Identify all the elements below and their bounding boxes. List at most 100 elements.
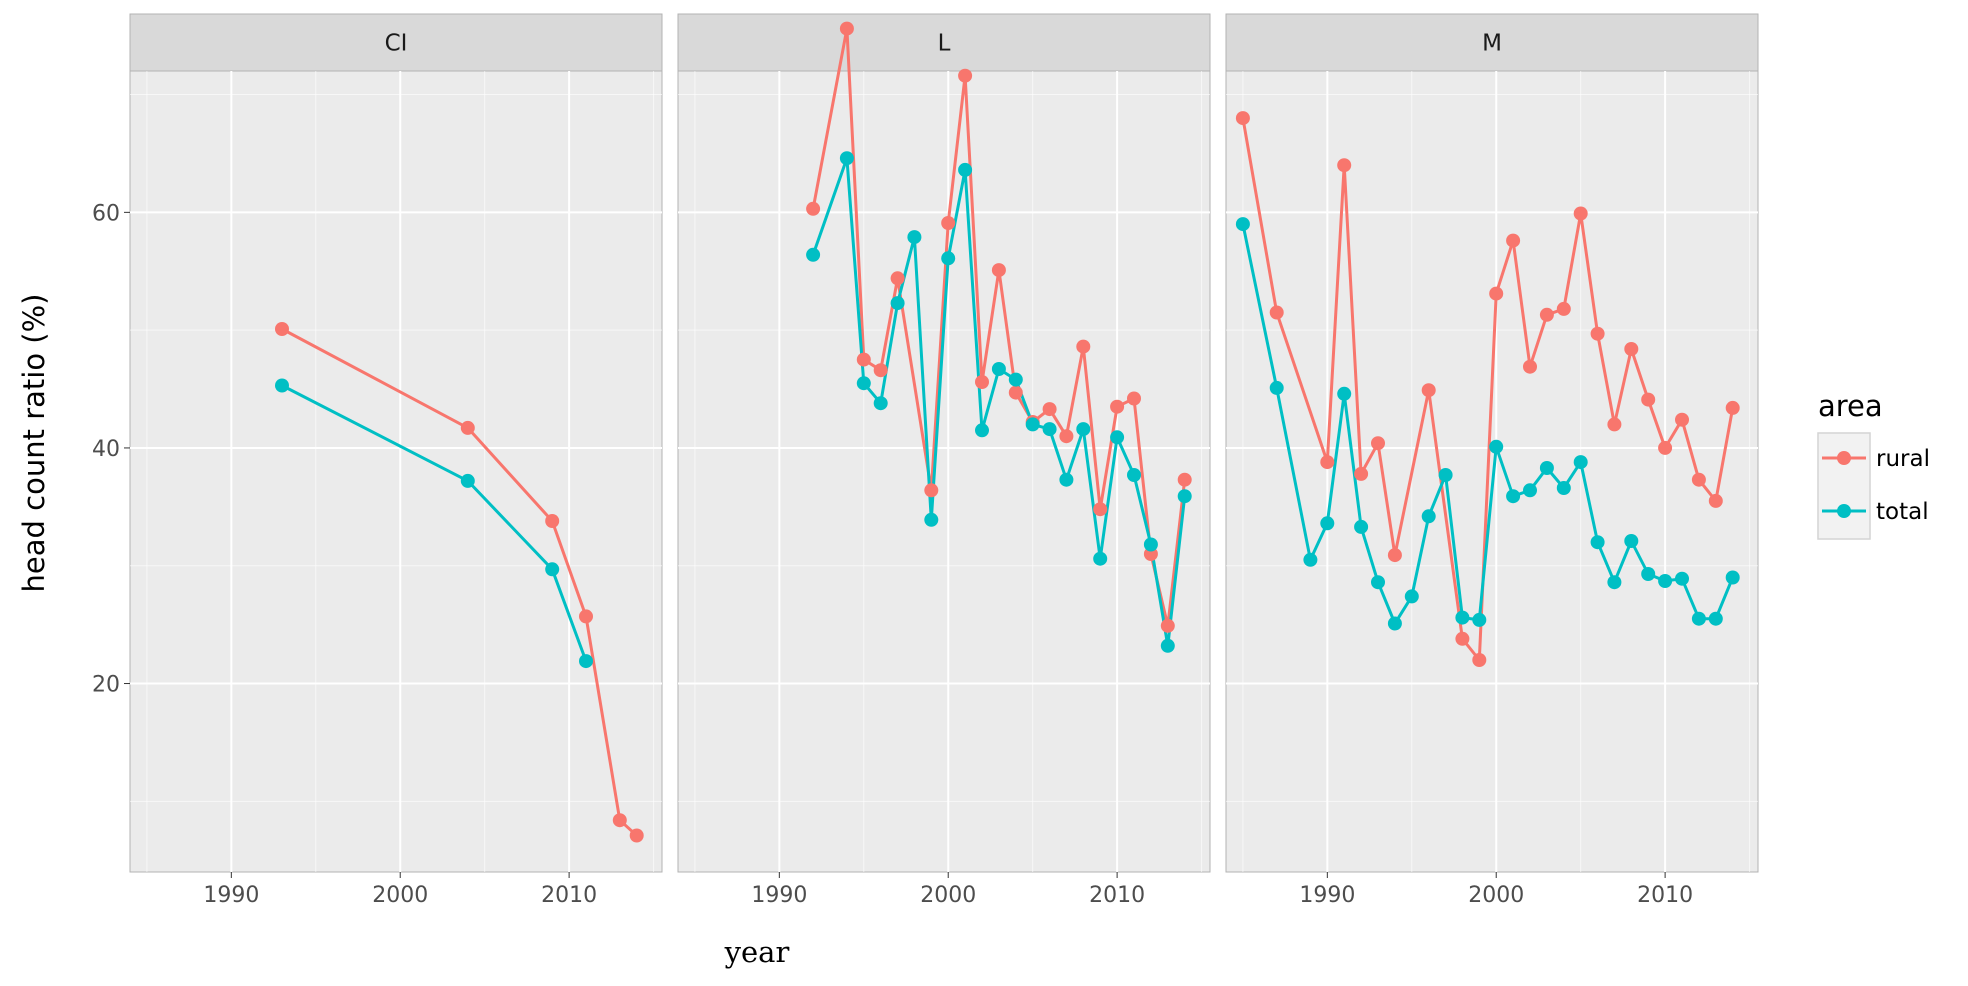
data-point-m-total — [1641, 567, 1656, 581]
data-point-l-total — [924, 512, 939, 527]
series-line-l-total — [811, 156, 1187, 648]
data-point-m-total — [1590, 535, 1605, 550]
x-tick-label-ci: 2000 — [372, 883, 428, 908]
data-point-ci-total — [275, 378, 289, 393]
data-point-l-total — [1143, 537, 1158, 552]
data-point-m-rural — [1590, 326, 1605, 341]
data-point-l-rural — [1127, 391, 1141, 406]
y-tick-label: 40 — [92, 437, 120, 462]
data-point-l-rural — [856, 352, 871, 367]
x-tick-label-m: 1990 — [1299, 883, 1355, 908]
strip-label-l: L — [938, 31, 951, 57]
data-point-m-total — [1438, 468, 1453, 482]
x-tick-label-l: 1990 — [751, 883, 807, 908]
data-point-m-total — [1708, 611, 1723, 626]
data-point-l-total — [856, 376, 871, 391]
data-point-l-rural — [924, 483, 939, 498]
data-point-m-total — [1658, 574, 1673, 588]
data-point-l-total — [1025, 417, 1040, 432]
data-point-ci-rural — [460, 420, 475, 435]
legend-key-rural-point — [1837, 451, 1851, 465]
x-tick-label-l: 2000 — [920, 883, 976, 908]
data-point-l-total — [975, 423, 989, 438]
y-axis-label: head count ratio (%) — [17, 294, 51, 593]
data-point-ci-total — [579, 654, 593, 669]
data-point-m-rural — [1658, 440, 1673, 455]
panel-background-ci — [129, 70, 663, 873]
data-point-m-total — [1539, 461, 1554, 475]
data-point-l-rural — [839, 21, 854, 36]
data-point-ci-rural — [629, 828, 644, 843]
data-point-l-total — [1110, 430, 1125, 445]
data-point-m-total — [1303, 552, 1318, 567]
data-point-l-total — [1008, 372, 1023, 387]
data-point-m-total — [1489, 439, 1504, 454]
strip-ci — [129, 13, 663, 72]
data-point-m-rural — [1320, 455, 1335, 470]
panel-ci: CI 1990 2000 2010 20 40 60 — [92, 13, 663, 908]
data-point-m-rural — [1641, 392, 1656, 407]
data-point-ci-total — [545, 562, 560, 577]
data-point-m-rural — [1539, 307, 1554, 322]
data-point-l-total — [941, 251, 956, 266]
series-line-ci-total — [281, 384, 588, 662]
data-point-m-total — [1455, 610, 1470, 625]
data-point-ci-rural — [275, 322, 289, 336]
data-point-m-total — [1371, 575, 1385, 590]
data-point-l-rural — [1093, 502, 1108, 517]
strip-label-ci: CI — [385, 31, 408, 57]
data-point-m-rural — [1489, 286, 1504, 301]
data-point-m-total — [1269, 380, 1284, 395]
data-point-m-rural — [1607, 417, 1622, 432]
data-point-m-total — [1421, 509, 1436, 524]
legend: area rural total — [1817, 389, 1930, 540]
data-point-l-total — [1177, 489, 1192, 504]
data-point-m-rural — [1725, 400, 1740, 415]
data-point-l-rural — [1076, 339, 1091, 354]
data-point-m-rural — [1371, 436, 1385, 451]
legend-label-total: total — [1876, 499, 1929, 525]
legend-keys-box — [1817, 432, 1871, 540]
data-point-l-rural — [1042, 402, 1057, 417]
data-point-m-rural — [1455, 631, 1470, 646]
x-axis-label: year — [724, 935, 790, 969]
data-point-l-total — [873, 396, 888, 411]
data-point-m-rural — [1556, 301, 1571, 316]
panel-m: M 1990 2000 2010 — [1225, 13, 1759, 908]
data-point-m-total — [1691, 611, 1706, 626]
data-point-m-total — [1725, 570, 1740, 585]
data-point-l-total — [1093, 551, 1108, 566]
data-point-m-rural — [1354, 466, 1369, 481]
data-point-m-rural — [1573, 206, 1588, 221]
data-point-m-total — [1354, 519, 1369, 534]
data-point-l-total — [1127, 468, 1141, 482]
data-point-l-total — [806, 247, 821, 262]
data-point-m-rural — [1691, 472, 1706, 487]
data-point-m-rural — [1235, 111, 1250, 126]
data-point-l-rural — [1177, 472, 1192, 487]
x-tick-label-m: 2010 — [1637, 883, 1693, 908]
strip-m — [1225, 13, 1759, 72]
data-point-l-rural — [941, 216, 956, 230]
data-point-l-rural — [1008, 385, 1023, 400]
data-point-m-rural — [1675, 412, 1689, 427]
data-point-l-total — [1160, 638, 1175, 653]
x-tick-label-m: 2000 — [1468, 883, 1524, 908]
data-point-l-rural — [1110, 399, 1125, 414]
data-point-m-total — [1523, 483, 1537, 498]
data-point-m-total — [1556, 481, 1571, 495]
data-point-m-total — [1675, 571, 1689, 586]
data-point-m-total — [1320, 516, 1335, 531]
data-point-ci-rural — [545, 514, 560, 528]
data-point-l-rural — [806, 201, 821, 216]
data-point-l-total — [907, 230, 922, 245]
data-point-m-total — [1472, 612, 1487, 627]
data-point-m-total — [1506, 489, 1521, 504]
panels-layer: CI 1990 2000 2010 20 40 60 L 1990 2000 2010 M 1990 20… — [92, 13, 1759, 908]
data-point-m-total — [1337, 386, 1352, 401]
data-point-l-rural — [1059, 429, 1074, 444]
y-tick-label: 60 — [92, 201, 120, 226]
data-point-m-rural — [1472, 653, 1487, 667]
